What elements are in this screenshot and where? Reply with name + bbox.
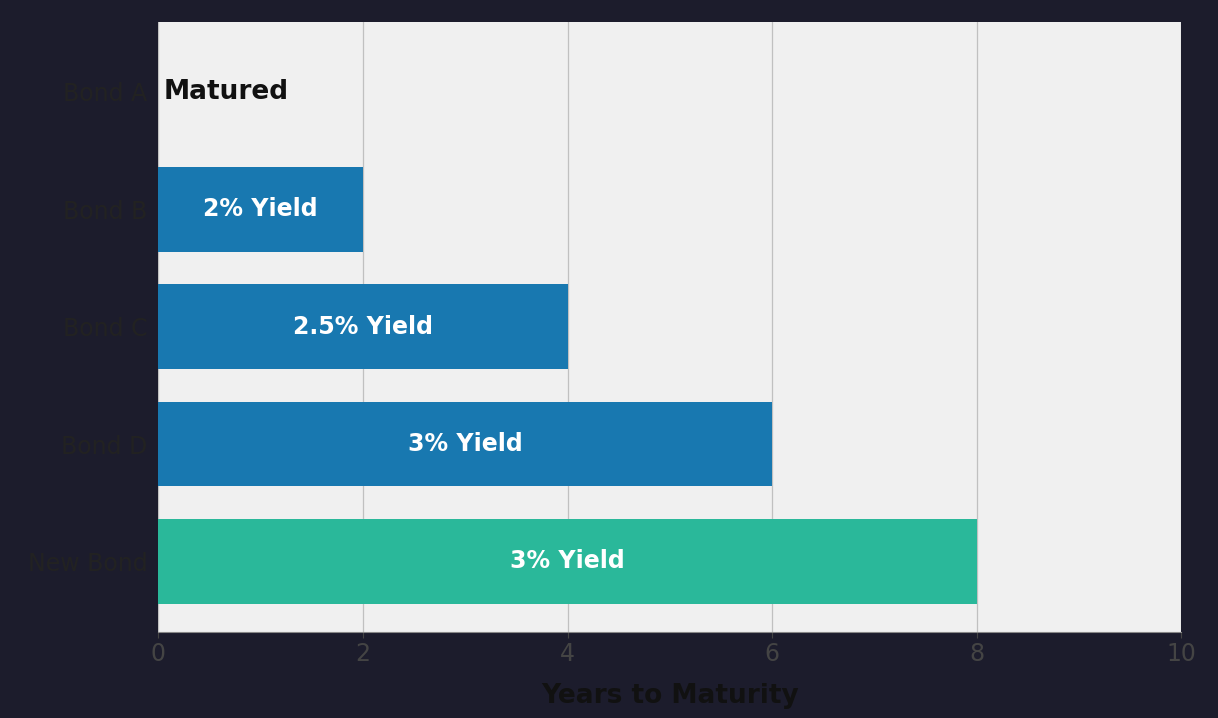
X-axis label: Years to Maturity: Years to Maturity bbox=[541, 683, 799, 709]
Bar bbox=[158, 402, 772, 486]
Text: 2.5% Yield: 2.5% Yield bbox=[294, 314, 432, 339]
Bar bbox=[158, 167, 363, 251]
Text: 2% Yield: 2% Yield bbox=[203, 197, 318, 221]
Bar bbox=[158, 284, 568, 369]
Bar bbox=[158, 519, 977, 604]
Text: Matured: Matured bbox=[163, 79, 289, 105]
Text: 3% Yield: 3% Yield bbox=[510, 549, 625, 574]
Text: 3% Yield: 3% Yield bbox=[408, 432, 523, 456]
